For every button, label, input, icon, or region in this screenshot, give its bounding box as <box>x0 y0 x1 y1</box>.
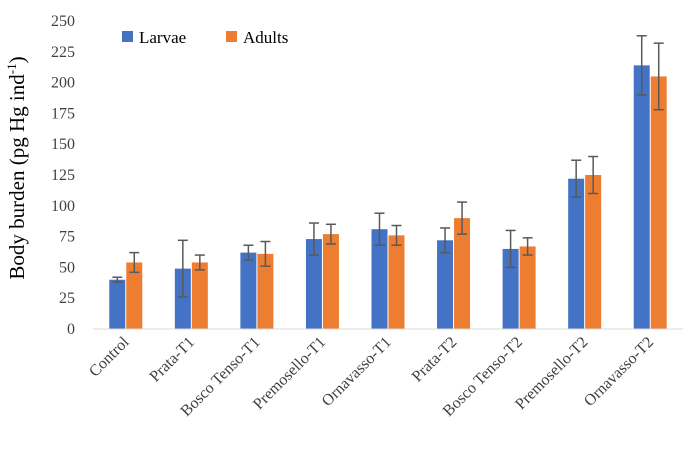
y-tick-label: 175 <box>51 105 75 122</box>
bar-larvae <box>240 252 257 329</box>
bar-larvae <box>174 268 191 329</box>
x-tick-label: Ornavasso-T2 <box>581 334 657 410</box>
bar-adults <box>126 262 143 329</box>
bar-adults <box>519 246 536 329</box>
error-bar <box>194 254 205 271</box>
bar-larvae <box>371 229 388 329</box>
legend-label: Adults <box>243 28 288 47</box>
error-bar <box>112 276 123 283</box>
y-tick-label: 150 <box>51 136 75 153</box>
legend: Larvae Adults <box>122 28 288 47</box>
bar-larvae <box>502 248 519 329</box>
x-tick-label: Ornavasso-T1 <box>319 334 395 410</box>
x-tick-label: Control <box>86 333 133 380</box>
y-axis: 0 25 50 75 100 125 150 175 200 225 250 <box>51 13 75 338</box>
bar-larvae <box>437 240 454 329</box>
error-bar <box>325 223 336 245</box>
bar-adults <box>322 234 339 329</box>
legend-label: Larvae <box>139 28 186 47</box>
error-bar <box>129 251 140 274</box>
error-bar <box>391 224 402 246</box>
y-tick-label: 25 <box>59 290 75 307</box>
y-tick-label: 225 <box>51 44 75 61</box>
error-bar <box>588 155 599 195</box>
bar-adults <box>191 262 208 329</box>
legend-swatch <box>122 31 133 42</box>
error-bar <box>243 244 254 261</box>
bar-adults <box>388 235 405 329</box>
y-tick-label: 0 <box>67 321 75 338</box>
y-tick-label: 125 <box>51 167 75 184</box>
bar-adults <box>454 218 471 329</box>
y-tick-label: 200 <box>51 75 75 92</box>
y-tick-label: 50 <box>59 259 75 276</box>
error-bar <box>457 201 468 235</box>
bar-adults <box>585 175 602 329</box>
bar-larvae <box>633 65 650 330</box>
x-tick-label: Prata-T2 <box>409 334 461 386</box>
error-bar <box>308 222 319 256</box>
legend-item-larvae: Larvae <box>122 28 186 47</box>
error-bar <box>571 159 582 198</box>
error-bar <box>177 239 188 298</box>
x-tick-label: Prata-T1 <box>147 334 199 386</box>
y-tick-label: 75 <box>59 229 75 246</box>
bar-larvae <box>568 178 585 329</box>
error-bar <box>260 240 271 267</box>
bar-larvae <box>305 239 322 329</box>
error-bar <box>505 229 516 269</box>
legend-item-adults: Adults <box>226 28 288 47</box>
error-bar <box>653 42 664 111</box>
plot-area <box>109 35 667 330</box>
legend-swatch <box>226 31 237 42</box>
bar-adults <box>257 253 274 329</box>
error-bar <box>440 227 451 254</box>
bar-adults <box>650 76 667 329</box>
y-axis-label: Body burden (pg Hg ind-1) <box>4 56 29 279</box>
error-bar <box>522 237 533 256</box>
error-bar <box>636 35 647 96</box>
error-bar <box>374 212 385 246</box>
bar-larvae <box>109 279 126 329</box>
y-tick-label: 250 <box>51 13 75 30</box>
y-tick-label: 100 <box>51 198 75 215</box>
